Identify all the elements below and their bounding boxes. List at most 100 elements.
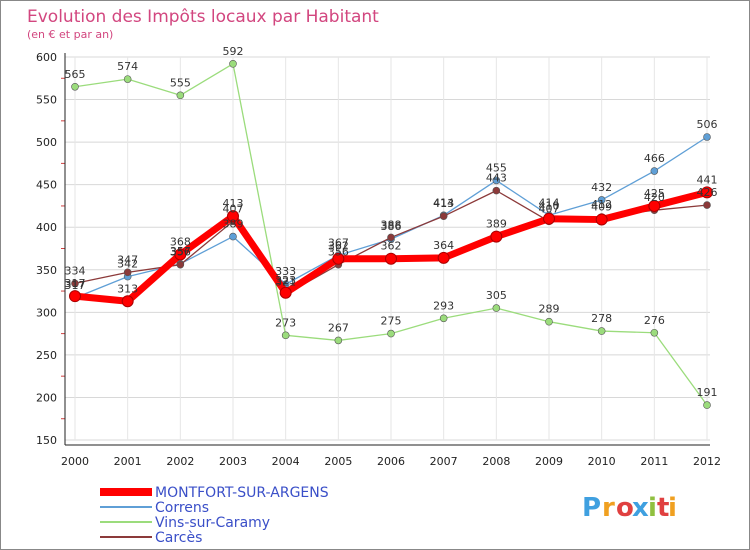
point-montfort-sur-argens-2002 [174, 248, 187, 261]
data-label-carc-s-2006: 388 [381, 218, 402, 231]
logo-letter-5: t [657, 493, 669, 523]
data-label-montfort-sur-argens-2002: 368 [170, 235, 191, 248]
point-correns-2010 [597, 196, 606, 204]
y-tick-500: 500 [36, 136, 57, 149]
x-tick-2000: 2000 [61, 455, 89, 468]
data-label-correns-2012: 506 [697, 118, 718, 131]
data-label-correns-2008: 455 [486, 161, 507, 174]
point-carc-s-2007 [439, 212, 448, 220]
data-label-vins-sur-caramy-2002: 555 [170, 76, 191, 89]
point-vins-sur-caramy-2007 [439, 314, 448, 323]
logo-letter-0: P [582, 493, 601, 523]
x-tick-2003: 2003 [219, 455, 247, 468]
data-label-carc-s-2002: 356 [170, 246, 191, 259]
point-vins-sur-caramy-2010 [597, 327, 606, 335]
logo-letter-1: r [602, 493, 615, 523]
data-label-carc-s-2008: 443 [486, 172, 507, 185]
x-tick-2001: 2001 [114, 455, 142, 468]
point-vins-sur-caramy-2008 [492, 304, 501, 312]
point-carc-s-2000 [71, 279, 79, 288]
point-montfort-sur-argens-2004 [279, 286, 292, 299]
y-axis-ticks: 150 200 250 300 350 400 450 500 550 600 [36, 51, 57, 447]
y-tick-550: 550 [36, 94, 57, 107]
data-label-montfort-sur-argens-2007: 364 [433, 239, 454, 252]
point-vins-sur-caramy-2011 [650, 328, 659, 337]
x-tick-2005: 2005 [324, 455, 352, 468]
y-tick-250: 250 [36, 349, 57, 362]
logo-letter-2: o [616, 493, 634, 523]
data-label-vins-sur-caramy-2007: 293 [433, 299, 454, 312]
x-tick-2008: 2008 [482, 455, 510, 468]
data-label-correns-2005: 367 [328, 236, 349, 249]
data-label-correns-2007: 414 [433, 196, 454, 209]
point-correns-2008 [492, 176, 501, 185]
point-vins-sur-caramy-2000 [71, 82, 79, 91]
data-label-vins-sur-caramy-2009: 289 [539, 303, 560, 316]
data-label-montfort-sur-argens-2006: 362 [381, 240, 402, 253]
data-label-carc-s-2001: 347 [117, 253, 138, 266]
data-label-correns-2000: 317 [65, 279, 86, 292]
data-label-correns-2002: 357 [170, 245, 191, 258]
data-label-correns-2004: 333 [275, 265, 296, 278]
data-label-montfort-sur-argens-2008: 389 [486, 218, 507, 231]
chart-subtitle: (en € et par an) [27, 28, 113, 41]
data-label-montfort-sur-argens-2009: 410 [539, 200, 560, 213]
legend-label-montfort-sur-argens: MONTFORT-SUR-ARGENS [155, 485, 329, 501]
chart-title: Evolution des Impôts locaux par Habitant [27, 7, 379, 27]
point-montfort-sur-argens-2009 [543, 212, 555, 225]
data-label-montfort-sur-argens-2003: 413 [223, 197, 244, 210]
y-tick-300: 300 [36, 306, 57, 319]
point-montfort-sur-argens-2012 [701, 186, 713, 199]
data-label-vins-sur-caramy-2003: 592 [223, 45, 244, 58]
data-label-carc-s-2005: 356 [328, 246, 349, 259]
point-vins-sur-caramy-2002 [176, 91, 185, 100]
point-montfort-sur-argens-2005 [332, 252, 345, 265]
y-tick-400: 400 [36, 221, 57, 234]
point-correns-2012 [703, 133, 711, 141]
data-label-montfort-sur-argens-2010: 409 [591, 201, 612, 214]
y-tick-150: 150 [36, 434, 57, 447]
data-label-carc-s-2011: 420 [644, 191, 665, 204]
data-label-montfort-sur-argens-2011: 425 [644, 187, 665, 200]
data-label-correns-2001: 342 [117, 258, 138, 271]
data-label-vins-sur-caramy-2006: 275 [381, 315, 402, 328]
data-label-vins-sur-caramy-2000: 565 [65, 68, 86, 81]
data-label-carc-s-2004: 321 [275, 275, 296, 288]
x-axis-ticks: 2000 2001 2002 2003 2004 2005 2006 2007 2008 2009… [61, 455, 721, 468]
point-vins-sur-caramy-2001 [123, 75, 132, 83]
y-tick-600: 600 [36, 51, 57, 64]
data-label-vins-sur-caramy-2001: 574 [117, 60, 138, 73]
x-tick-2007: 2007 [430, 455, 458, 468]
point-montfort-sur-argens-2008 [490, 230, 503, 243]
data-label-vins-sur-caramy-2011: 276 [644, 314, 665, 327]
point-montfort-sur-argens-2010 [595, 213, 608, 226]
x-tick-2006: 2006 [377, 455, 405, 468]
point-vins-sur-caramy-2009 [545, 317, 553, 326]
point-correns-2003 [229, 232, 237, 241]
data-label-correns-2010: 432 [591, 181, 612, 194]
data-label-correns-2006: 386 [381, 220, 402, 233]
data-label-montfort-sur-argens-2001: 313 [117, 282, 138, 295]
data-label-montfort-sur-argens-2000: 317 [65, 277, 86, 290]
axes [61, 53, 710, 446]
legend-label-carc-s: Carcès [155, 530, 202, 546]
point-vins-sur-caramy-2006 [387, 329, 395, 338]
point-montfort-sur-argens-2006 [385, 252, 397, 265]
x-tick-2012: 2012 [693, 455, 721, 468]
point-carc-s-2008 [492, 186, 501, 195]
x-tick-2011: 2011 [640, 455, 668, 468]
legend: MONTFORT-SUR-ARGENSCorrensVins-sur-Caram… [100, 485, 329, 546]
legend-label-correns: Correns [155, 500, 209, 516]
x-tick-2004: 2004 [272, 455, 300, 468]
logo-letter-4: i [648, 493, 657, 523]
data-label-carc-s-2010: 412 [591, 198, 612, 211]
data-label-carc-s-2007: 413 [433, 197, 454, 210]
x-tick-2010: 2010 [588, 455, 616, 468]
point-montfort-sur-argens-2000 [69, 290, 81, 303]
y-tick-350: 350 [36, 264, 57, 277]
point-montfort-sur-argens-2001 [121, 295, 134, 308]
data-label-vins-sur-caramy-2012: 191 [697, 386, 718, 399]
data-label-carc-s-2003: 407 [223, 202, 244, 215]
